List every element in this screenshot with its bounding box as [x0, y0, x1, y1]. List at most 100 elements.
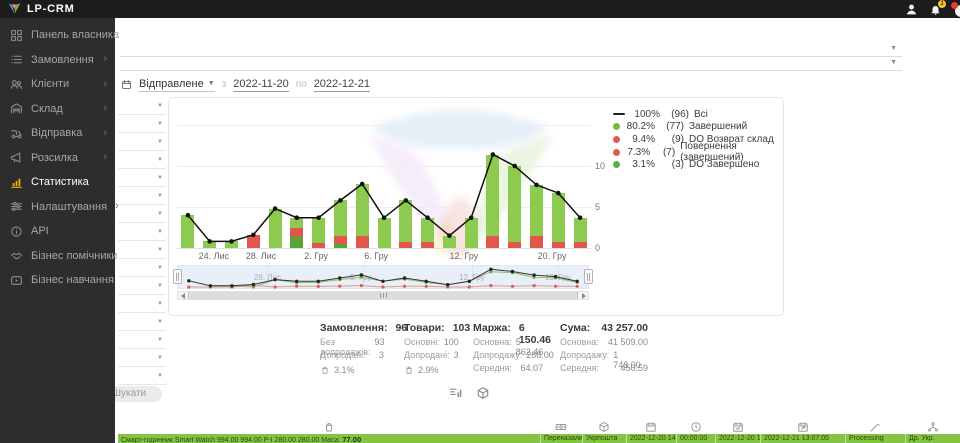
- filter-select-top-2[interactable]: ▼: [120, 57, 902, 71]
- sidebar-item-business-training[interactable]: Бізнес навчання: [0, 268, 115, 293]
- legend-item-1[interactable]: 80.2% (77) Завершений: [613, 121, 783, 134]
- gridline-15: [177, 125, 591, 126]
- summary-subvalue: 450.59: [620, 363, 648, 373]
- date-type-select[interactable]: Відправлене ▼: [139, 78, 215, 92]
- scroll-right-icon[interactable]: [579, 292, 588, 299]
- filter-select-side-6[interactable]: ▼: [118, 187, 166, 205]
- bar-7-segment-2: [333, 200, 347, 236]
- column-calendar-icon[interactable]: [645, 421, 657, 433]
- filter-select-side-13[interactable]: ▼: [118, 313, 166, 331]
- sidebar-item-statistics[interactable]: Статистика: [0, 170, 115, 195]
- summary-subrow-1: Допродажу: 1 748.00: [560, 350, 648, 370]
- x-tick-1: 28. Лис: [245, 251, 277, 261]
- bar-17-segment-1: [551, 193, 565, 243]
- chevron-right-icon: ›: [103, 53, 107, 66]
- sidebar-item-label: Склад: [31, 102, 63, 115]
- sidebar-item-api[interactable]: API: [0, 219, 115, 244]
- legend-count: (96): [671, 108, 689, 120]
- sidebar-item-business-helpers[interactable]: Бізнес помічники: [0, 244, 117, 269]
- column-calendar-arrow-icon[interactable]: [797, 421, 809, 433]
- filter-select-side-9[interactable]: ▼: [118, 241, 166, 259]
- gridline-10: [177, 166, 591, 167]
- filter-select-side-15[interactable]: ▼: [118, 349, 166, 367]
- summary-sublabel: Допродажу:: [473, 350, 523, 360]
- product-cell-text: Смарт-годинник Smart Watch 994.00 994.00…: [121, 437, 322, 443]
- date-from-input[interactable]: 2022-11-20: [233, 77, 289, 92]
- column-banknote-icon[interactable]: [555, 421, 567, 433]
- column-org-icon[interactable]: [927, 421, 939, 433]
- chevron-down-icon: ▼: [207, 80, 215, 87]
- legend-item-3[interactable]: 7.3% (7) Повернення (завершений): [613, 141, 783, 163]
- column-clock-icon[interactable]: [690, 421, 702, 433]
- bar-16-segment-0: [530, 235, 544, 248]
- summary-subvalue: 41 509.00: [607, 337, 648, 347]
- x-tick-3: 6. Гру: [364, 251, 389, 261]
- filter-select-top-1[interactable]: ▼: [120, 43, 902, 57]
- table-row[interactable]: Смарт-годинник Smart Watch 994.00 994.00…: [118, 434, 960, 443]
- date-type-label: Відправлене: [139, 77, 204, 90]
- account-icon[interactable]: [951, 1, 960, 17]
- column-package-icon[interactable]: [598, 421, 610, 433]
- filter-select-side-1[interactable]: ▼: [118, 97, 166, 115]
- legend-item-0[interactable]: 100% (96) Всі: [613, 108, 783, 121]
- bar-15-segment-1: [508, 166, 522, 243]
- sidebar-item-warehouse[interactable]: Склад ›: [0, 97, 115, 122]
- sidebar-item-label: API: [31, 225, 49, 238]
- user-icon[interactable]: [905, 3, 918, 16]
- brand-logo[interactable]: LP-CRM: [7, 2, 75, 15]
- table-cell-7: Processing: [845, 434, 905, 443]
- filter-select-side-4[interactable]: ▼: [118, 151, 166, 169]
- filter-select-side-2[interactable]: ▼: [118, 115, 166, 133]
- column-calendar-check-icon[interactable]: [732, 421, 744, 433]
- filter-select-side-12[interactable]: ▼: [118, 295, 166, 313]
- column-flag-chart-icon[interactable]: [869, 421, 881, 433]
- filter-select-side-11[interactable]: ▼: [118, 277, 166, 295]
- bar-1-segment-0: [203, 241, 217, 248]
- filter-select-side-16[interactable]: ▼: [118, 367, 166, 385]
- sidebar-item-settings[interactable]: Налаштування ›: [0, 195, 119, 220]
- summary-title: Сума:: [560, 322, 591, 334]
- chart-list-icon: [449, 386, 463, 400]
- total-line-series: [185, 152, 583, 244]
- sidebar-item-mailing[interactable]: Розсилка ›: [0, 146, 115, 171]
- date-to-input[interactable]: 2022-12-21: [313, 77, 370, 92]
- chart-view-toggle[interactable]: [449, 386, 463, 400]
- sidebar-item-orders[interactable]: Замовлення ›: [0, 48, 115, 73]
- legend-item-2[interactable]: 9.4% (9) DO Возврат склад: [613, 133, 783, 146]
- sidebar-item-clients[interactable]: Клієнти ›: [0, 72, 115, 97]
- navigator-left-handle[interactable]: [173, 269, 182, 284]
- chart-scrollbar[interactable]: [177, 291, 589, 300]
- filter-select-side-8[interactable]: ▼: [118, 223, 166, 241]
- chart-legend: 100% (96) Всі 80.2% (77) Завершений 9.4% (9) DO …: [613, 108, 783, 171]
- column-bag-icon[interactable]: [323, 421, 335, 433]
- bar-3-segment-0: [246, 234, 260, 248]
- summary-subvalue: 2.9%: [418, 364, 439, 375]
- summary-column-3: Маржа: 6 150.46 Основна: 5 862.46 Допродажу:…: [473, 322, 554, 376]
- chevron-down-icon: ▼: [157, 373, 163, 379]
- summary-subvalue: 1 748.00: [613, 350, 641, 370]
- filter-select-side-7[interactable]: ▼: [118, 205, 166, 223]
- x-tick-5: 20. Гру: [537, 251, 567, 261]
- products-view-toggle[interactable]: [476, 386, 490, 400]
- summary-title: Замовлення:: [320, 322, 388, 334]
- bar-14-segment-0: [486, 235, 500, 248]
- sidebar-item-shipping[interactable]: Відправка ›: [0, 121, 115, 146]
- notifications-bell-icon[interactable]: 1: [929, 0, 946, 16]
- filter-select-side-10[interactable]: ▼: [118, 259, 166, 277]
- chevron-down-icon: ▼: [157, 139, 163, 145]
- filter-select-side-14[interactable]: ▼: [118, 331, 166, 349]
- gridline-5: [177, 207, 591, 208]
- sidebar-item-owner-panel[interactable]: Панель власника: [0, 23, 119, 48]
- filter-select-side-5[interactable]: ▼: [118, 169, 166, 187]
- chevron-right-icon: ›: [115, 200, 119, 213]
- navigator-right-handle[interactable]: [584, 269, 593, 284]
- legend-count: (7): [662, 146, 676, 158]
- lpcrm-logo-icon: [8, 3, 21, 14]
- legend-item-4[interactable]: 3.1% (3) DO Завершено: [613, 158, 783, 171]
- summary-sublabel: Основна:: [473, 337, 512, 347]
- video-icon: [10, 274, 23, 287]
- filter-select-side-3[interactable]: ▼: [118, 133, 166, 151]
- scrollbar-thumb[interactable]: [188, 292, 578, 299]
- scroll-left-icon[interactable]: [178, 292, 187, 299]
